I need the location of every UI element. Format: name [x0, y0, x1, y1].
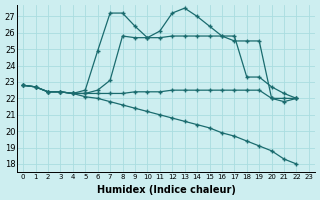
- X-axis label: Humidex (Indice chaleur): Humidex (Indice chaleur): [97, 185, 236, 195]
